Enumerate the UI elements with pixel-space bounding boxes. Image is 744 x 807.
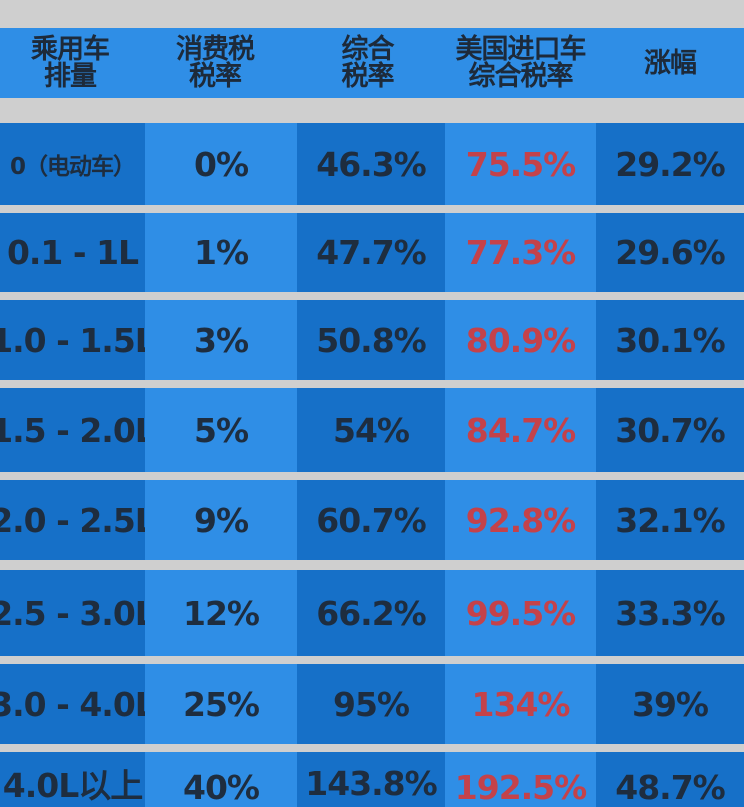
increase-cell: 30.7%	[596, 388, 744, 472]
table-row: 0（电动车） 0% 46.3% 75.5% 29.2%	[0, 123, 744, 205]
us-import-tax-cell: 134%	[445, 664, 596, 744]
header-displacement: 乘用车 排量	[31, 34, 110, 92]
displacement-cell: 4.0L以上	[0, 752, 145, 807]
displacement-cell: 0.1 - 1L	[0, 213, 145, 292]
us-import-tax-cell: 77.3%	[445, 213, 596, 292]
table-row: 1.0 - 1.5L 3% 50.8% 80.9% 30.1%	[0, 300, 744, 380]
table-row: 3.0 - 4.0L 25% 95% 134% 39%	[0, 664, 744, 744]
combined-tax-cell: 46.3%	[297, 123, 445, 205]
consumption-tax-cell: 9%	[145, 480, 297, 560]
row-separator	[0, 205, 744, 213]
table-row: 1.5 - 2.0L 5% 54% 84.7% 30.7%	[0, 388, 744, 472]
row-separator	[0, 380, 744, 388]
consumption-tax-cell: 1%	[145, 213, 297, 292]
us-import-tax-cell: 99.5%	[445, 570, 596, 656]
consumption-tax-cell: 12%	[145, 570, 297, 656]
increase-cell: 29.6%	[596, 213, 744, 292]
displacement-cell: 1.5 - 2.0L	[0, 388, 145, 472]
increase-cell: 33.3%	[596, 570, 744, 656]
header-us-import-tax: 美国进口车 综合税率	[455, 34, 587, 92]
increase-cell: 29.2%	[596, 123, 744, 205]
table-header: 乘用车 排量 消费税 税率 综合 税率 美国进口车 综合税率 涨幅	[0, 28, 744, 98]
row-separator	[0, 292, 744, 300]
us-import-tax-cell: 75.5%	[445, 123, 596, 205]
us-import-tax-cell: 80.9%	[445, 300, 596, 380]
us-import-tax-cell: 92.8%	[445, 480, 596, 560]
displacement-cell: 3.0 - 4.0L	[0, 664, 145, 744]
table-row: 4.0L以上 40% 143.8% 192.5% 48.7%	[0, 752, 744, 807]
row-separator	[0, 560, 744, 570]
header-consumption-tax: 消费税 税率	[176, 34, 255, 92]
combined-tax-cell: 47.7%	[297, 213, 445, 292]
displacement-cell: 0（电动车）	[0, 123, 145, 205]
header-combined-tax: 综合 税率	[341, 34, 395, 92]
header-increase: 涨幅	[644, 47, 697, 79]
header-gap	[0, 98, 744, 123]
combined-tax-cell: 95%	[297, 664, 445, 744]
table-row: 0.1 - 1L 1% 47.7% 77.3% 29.6%	[0, 213, 744, 292]
table-row: 2.0 - 2.5L 9% 60.7% 92.8% 32.1%	[0, 480, 744, 560]
combined-tax-cell: 66.2%	[297, 570, 445, 656]
consumption-tax-cell: 5%	[145, 388, 297, 472]
displacement-cell: 1.0 - 1.5L	[0, 300, 145, 380]
consumption-tax-cell: 40%	[145, 752, 297, 807]
displacement-cell: 2.0 - 2.5L	[0, 480, 145, 560]
us-import-tax-cell: 192.5%	[445, 752, 596, 807]
combined-tax-cell: 54%	[297, 388, 445, 472]
displacement-cell: 2.5 - 3.0L	[0, 570, 145, 656]
table-row: 2.5 - 3.0L 12% 66.2% 99.5% 33.3%	[0, 570, 744, 656]
combined-tax-cell: 143.8%	[297, 752, 445, 807]
increase-cell: 39%	[596, 664, 744, 744]
combined-tax-cell: 60.7%	[297, 480, 445, 560]
increase-cell: 30.1%	[596, 300, 744, 380]
consumption-tax-cell: 25%	[145, 664, 297, 744]
row-separator	[0, 472, 744, 480]
consumption-tax-cell: 0%	[145, 123, 297, 205]
top-strip	[0, 0, 744, 28]
row-separator	[0, 744, 744, 752]
consumption-tax-cell: 3%	[145, 300, 297, 380]
combined-tax-cell: 50.8%	[297, 300, 445, 380]
increase-cell: 48.7%	[596, 752, 744, 807]
us-import-tax-cell: 84.7%	[445, 388, 596, 472]
increase-cell: 32.1%	[596, 480, 744, 560]
row-separator	[0, 656, 744, 664]
